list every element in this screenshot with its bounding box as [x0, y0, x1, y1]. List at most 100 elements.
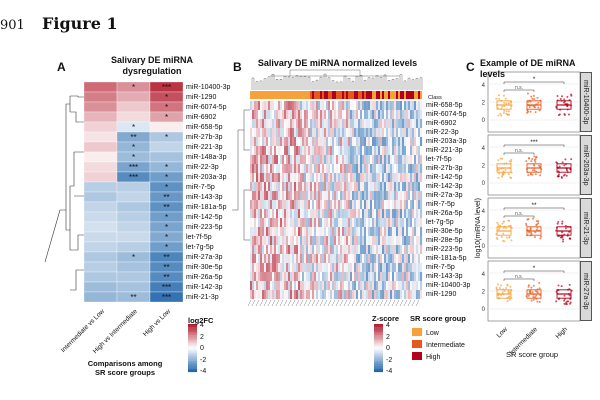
class-bar-cell: [398, 91, 401, 99]
zscore-cell: [292, 191, 295, 201]
zscore-cell: [334, 281, 337, 291]
zscore-cell: [350, 182, 353, 192]
zscore-cell: [276, 218, 279, 228]
zscore-cell: [338, 182, 341, 192]
sample-tick: [263, 299, 268, 307]
zscore-cell: [352, 209, 355, 219]
zscore-cell: [332, 263, 335, 273]
zscore-cell: [358, 173, 361, 183]
zscore-cell: [346, 281, 349, 291]
zscore-cell: [340, 227, 343, 237]
zscore-cell: [380, 128, 383, 138]
class-bar-cell: [344, 91, 347, 99]
data-point: [558, 165, 561, 168]
significance-star: *: [165, 223, 168, 232]
heatmap-cell: [116, 261, 151, 273]
zscore-cell: [384, 191, 387, 201]
zscore-cell: [342, 128, 345, 138]
zscore-cell: [342, 119, 345, 129]
panel-b-legend-tick: 0: [386, 345, 390, 352]
legend-gradient-step: [374, 367, 383, 369]
legend-gradient-step: [188, 352, 197, 355]
zscore-cell: [346, 218, 349, 228]
zscore-cell: [360, 209, 363, 219]
data-point: [563, 112, 566, 115]
zscore-cell: [390, 119, 393, 129]
sample-tick: [351, 299, 356, 307]
zscore-cell: [340, 155, 343, 165]
zscore-cell: [268, 218, 271, 228]
legend-gradient-step: [374, 360, 383, 363]
zscore-cell: [254, 164, 257, 174]
zscore-cell: [276, 254, 279, 264]
zscore-cell: [398, 119, 401, 129]
sig-bracket: [503, 215, 535, 218]
zscore-cell: [310, 119, 313, 129]
zscore-cell: [330, 101, 333, 111]
facet-strip-label: miR-203a-3p: [580, 135, 592, 195]
zscore-cell: [280, 245, 283, 255]
zscore-cell: [330, 164, 333, 174]
zscore-cell: [302, 200, 305, 210]
zscore-cell: [284, 110, 287, 120]
zscore-cell: [318, 155, 321, 165]
zscore-cell: [386, 200, 389, 210]
zscore-cell: [304, 263, 307, 273]
zscore-cell: [360, 200, 363, 210]
zscore-cell: [288, 128, 291, 138]
zscore-cell: [416, 155, 419, 165]
zscore-cell: [394, 137, 397, 147]
zscore-cell: [410, 173, 413, 183]
zscore-cell: [272, 236, 275, 246]
zscore-cell: [278, 155, 281, 165]
zscore-cell: [280, 200, 283, 210]
zscore-cell: [292, 290, 295, 300]
zscore-cell: [420, 218, 423, 228]
zscore-cell: [360, 137, 363, 147]
zscore-cell: [276, 164, 279, 174]
zscore-cell: [406, 173, 409, 183]
zscore-cell: [252, 164, 255, 174]
zscore-cell: [332, 146, 335, 156]
zscore-cell: [294, 101, 297, 111]
zscore-cell: [312, 119, 315, 129]
panel-a-legend-tick: 2: [200, 333, 204, 341]
zscore-cell: [272, 209, 275, 219]
class-bar-cell: [382, 91, 385, 99]
zscore-cell: [346, 119, 349, 129]
zscore-cell: [266, 245, 269, 255]
heatmap-cell: [83, 281, 118, 293]
zscore-cell: [290, 272, 293, 282]
legend-gradient-step: [374, 352, 383, 355]
zscore-cell: [362, 173, 365, 183]
zscore-cell: [288, 263, 291, 273]
zscore-cell: [376, 101, 379, 111]
zscore-cell: [264, 209, 267, 219]
zscore-cell: [392, 290, 395, 300]
zscore-cell: [254, 209, 257, 219]
zscore-cell: [396, 272, 399, 282]
zscore-cell: [340, 245, 343, 255]
zscore-cell: [370, 209, 373, 219]
zscore-cell: [312, 128, 315, 138]
sample-tick: [327, 299, 332, 307]
zscore-cell: [304, 290, 307, 300]
zscore-cell: [400, 173, 403, 183]
zscore-cell: [282, 137, 285, 147]
zscore-cell: [276, 236, 279, 246]
data-point: [505, 287, 508, 290]
zscore-cell: [378, 146, 381, 156]
zscore-cell: [258, 191, 261, 201]
zscore-cell: [268, 155, 271, 165]
zscore-cell: [318, 164, 321, 174]
zscore-cell: [296, 146, 299, 156]
class-bar-cell: [386, 91, 389, 99]
zscore-cell: [296, 281, 299, 291]
heatmap-cell: [116, 271, 151, 283]
zscore-cell: [308, 200, 311, 210]
zscore-cell: [376, 254, 379, 264]
zscore-cell: [306, 281, 309, 291]
zscore-cell: [418, 218, 421, 228]
class-bar-cell: [378, 91, 381, 99]
zscore-cell: [306, 128, 309, 138]
